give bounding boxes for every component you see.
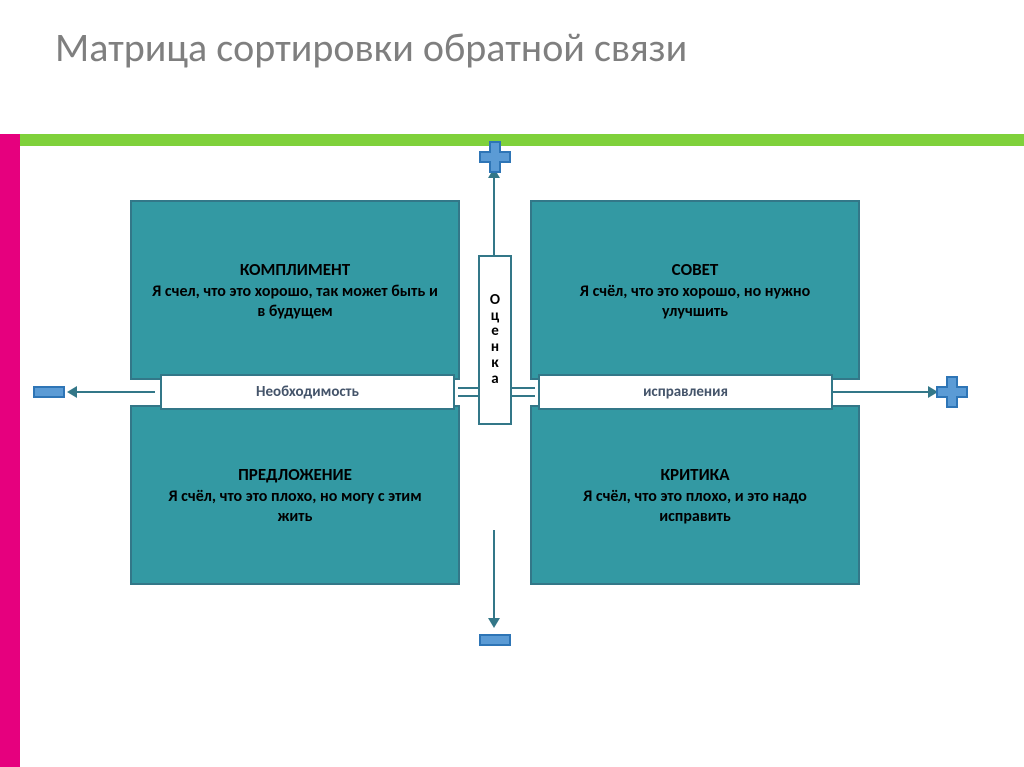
axis-horizontal-right-label: исправления <box>538 374 833 410</box>
quadrant-bottom-right: КРИТИКА Я счёл, что это плохо, и это над… <box>530 405 860 585</box>
accent-green <box>20 134 1024 146</box>
axis-right-text: исправления <box>643 383 728 401</box>
axis-left-text: Необходимость <box>256 383 359 401</box>
accent-pink-side <box>0 146 20 767</box>
axis-vertical-letter: а <box>491 372 498 388</box>
quadrant-top-left: КОМПЛИМEНТ Я счел, что это хорошо, так м… <box>130 200 460 380</box>
axis-vertical-label: О ц е н к а <box>478 255 512 425</box>
quadrant-title: КОМПЛИМEНТ <box>240 259 350 280</box>
quadrant-text: Я счёл, что это хорошо, но нужно улучшит… <box>552 282 838 320</box>
minus-icon <box>32 382 66 407</box>
axis-horizontal-left-label: Необходимость <box>160 374 455 410</box>
quadrant-text: Я счёл, что это плохо, но могу с этим жи… <box>152 487 438 525</box>
accent-bar <box>0 134 1024 146</box>
plus-icon <box>478 140 512 179</box>
quadrant-title: ПРЕДЛОЖЕНИЕ <box>238 464 352 485</box>
minus-icon <box>478 630 512 655</box>
accent-pink <box>0 134 20 146</box>
feedback-matrix-diagram: КОМПЛИМEНТ Я счел, что это хорошо, так м… <box>40 160 1000 750</box>
quadrant-text: Я счел, что это хорошо, так может быть и… <box>152 282 438 320</box>
quadrant-title: КРИТИКА <box>660 464 729 485</box>
quadrant-top-right: СОВЕТ Я счёл, что это хорошо, но нужно у… <box>530 200 860 380</box>
arrow-left-icon <box>67 386 77 398</box>
arrow-down-icon <box>488 618 500 628</box>
quadrant-bottom-left: ПРЕДЛОЖЕНИЕ Я счёл, что это плохо, но мо… <box>130 405 460 585</box>
quadrant-text: Я счёл, что это плохо, и это надо исправ… <box>552 487 838 525</box>
plus-icon <box>935 375 969 414</box>
quadrant-title: СОВЕТ <box>672 259 719 280</box>
axis-horizontal-line-right <box>830 391 930 393</box>
axis-vertical-line-up <box>493 175 495 255</box>
axis-vertical-line-down <box>493 530 495 620</box>
page-title: Матрица сортировки обратной связи <box>55 25 687 71</box>
axis-horizontal-line-left <box>75 391 155 393</box>
